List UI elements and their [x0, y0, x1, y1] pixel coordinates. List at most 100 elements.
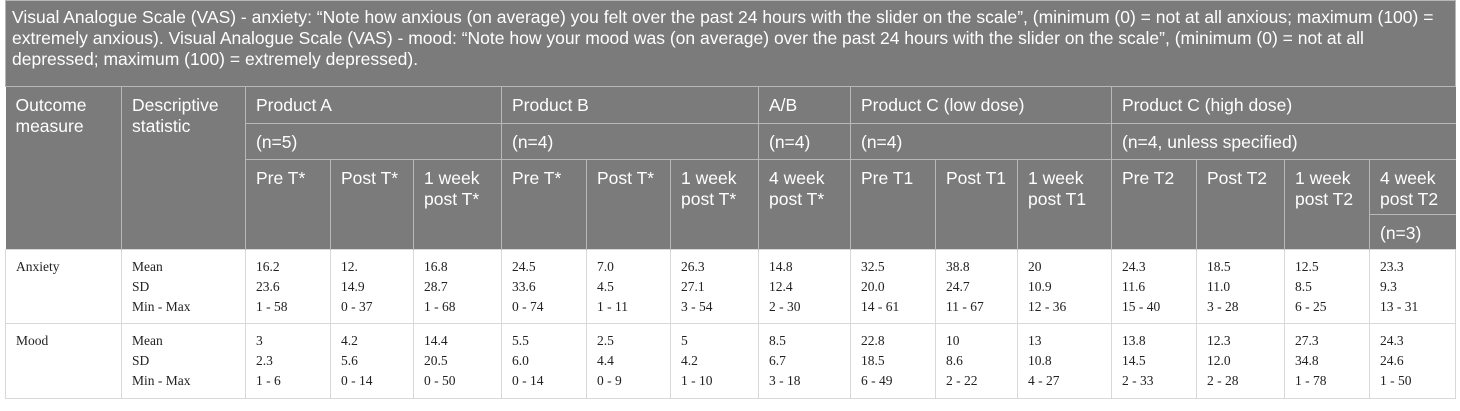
- sd-value: 6.7: [769, 353, 786, 368]
- range-value: 2 - 33: [1122, 373, 1154, 388]
- data-cell: 24.3 24.6 1 - 50: [1368, 323, 1457, 399]
- data-cell: 7.0 4.5 1 - 11: [586, 249, 671, 324]
- mean-value: 8.5: [769, 333, 786, 348]
- sd-value: 4.2: [681, 353, 698, 368]
- header-timepoint: 1 week post T*: [413, 159, 502, 250]
- header-group-product-c-high: Product C (high dose): [1110, 86, 1456, 124]
- sd-value: 28.7: [424, 279, 448, 294]
- mean-value: 3: [256, 333, 263, 348]
- header-timepoint: Pre T*: [245, 159, 331, 250]
- data-cell: 4.2 5.6 0 - 14: [330, 323, 414, 399]
- header-timepoint: Post T*: [330, 159, 414, 250]
- range-value: 6 - 49: [861, 373, 893, 388]
- range-value: 6 - 25: [1295, 299, 1327, 314]
- range-value: 1 - 50: [1380, 373, 1412, 388]
- stat-label-sd: SD: [132, 353, 150, 368]
- mean-value: 27.3: [1295, 333, 1319, 348]
- data-cell: 12.3 12.0 2 - 28: [1196, 323, 1285, 399]
- data-cell: 24.3 11.6 15 - 40: [1111, 249, 1197, 324]
- header-last-col-note: (n=3): [1368, 214, 1456, 250]
- sd-value: 4.4: [597, 353, 614, 368]
- sd-value: 2.3: [256, 353, 273, 368]
- header-descriptive-statistic: Descriptive statistic: [121, 86, 246, 250]
- data-cell: 18.5 11.0 3 - 28: [1196, 249, 1285, 324]
- mean-value: 23.3: [1380, 259, 1404, 274]
- range-value: 0 - 14: [341, 373, 373, 388]
- stat-label-mean: Mean: [132, 333, 163, 348]
- range-value: 15 - 40: [1122, 299, 1161, 314]
- data-cell: 13 10.8 4 - 27: [1017, 323, 1112, 399]
- table-caption: Visual Analogue Scale (VAS) - anxiety: “…: [4, 0, 1457, 87]
- sd-value: 18.5: [861, 353, 885, 368]
- header-group-product-b: Product B: [501, 86, 759, 124]
- range-value: 2 - 28: [1207, 373, 1239, 388]
- stat-label-sd: SD: [132, 279, 150, 294]
- range-value: 1 - 6: [256, 373, 281, 388]
- sd-value: 12.4: [769, 279, 793, 294]
- header-group-product-a: Product A: [245, 86, 502, 124]
- data-cell: 3 2.3 1 - 6: [245, 323, 331, 399]
- table-row-anxiety: Anxiety Mean SD Min - Max 16.2 23.6 1 - 58…: [5, 249, 1457, 324]
- range-value: 3 - 28: [1207, 299, 1239, 314]
- header-group-a-b: A/B: [758, 86, 851, 124]
- data-cell: 24.5 33.6 0 - 74: [501, 249, 587, 324]
- data-cell: 12.5 8.5 6 - 25: [1284, 249, 1370, 324]
- stat-label-mean: Mean: [132, 259, 163, 274]
- data-cell: 12. 14.9 0 - 37: [330, 249, 414, 324]
- mean-value: 14.8: [769, 259, 793, 274]
- data-cell: 38.8 24.7 11 - 67: [935, 249, 1018, 324]
- sd-value: 14.5: [1122, 353, 1146, 368]
- data-cell: 8.5 6.7 3 - 18: [758, 323, 851, 399]
- mean-value: 12.5: [1295, 259, 1319, 274]
- row-stat-labels: Mean SD Min - Max: [121, 323, 246, 399]
- results-table: Visual Analogue Scale (VAS) - anxiety: “…: [4, 0, 1457, 399]
- sd-value: 24.6: [1380, 353, 1404, 368]
- sd-value: 20.0: [861, 279, 885, 294]
- range-value: 3 - 54: [681, 299, 713, 314]
- header-timepoint: Post T2: [1196, 159, 1285, 250]
- header-group-product-c-low: Product C (low dose): [850, 86, 1112, 124]
- mean-value: 38.8: [946, 259, 970, 274]
- range-value: 0 - 37: [341, 299, 373, 314]
- data-cell: 23.3 9.3 13 - 31: [1368, 249, 1457, 324]
- sd-value: 12.0: [1207, 353, 1231, 368]
- mean-value: 24.3: [1122, 259, 1146, 274]
- range-value: 0 - 74: [512, 299, 544, 314]
- data-cell: 16.2 23.6 1 - 58: [245, 249, 331, 324]
- sd-value: 24.7: [946, 279, 970, 294]
- sd-value: 8.6: [946, 353, 963, 368]
- sd-value: 33.6: [512, 279, 536, 294]
- mean-value: 32.5: [861, 259, 885, 274]
- header-timepoint: Post T*: [586, 159, 671, 250]
- header-timepoint: 1 week post T2: [1284, 159, 1370, 250]
- sd-value: 34.8: [1295, 353, 1319, 368]
- header-timepoint: Post T1: [935, 159, 1018, 250]
- mean-value: 12.3: [1207, 333, 1231, 348]
- header-timepoint: 1 week post T1: [1017, 159, 1112, 250]
- mean-value: 13: [1028, 333, 1042, 348]
- sd-value: 8.5: [1295, 279, 1312, 294]
- data-cell: 5 4.2 1 - 10: [670, 323, 759, 399]
- header-timepoint: Pre T2: [1111, 159, 1197, 250]
- range-value: 4 - 27: [1028, 373, 1060, 388]
- mean-value: 20: [1028, 259, 1042, 274]
- mean-value: 10: [946, 333, 960, 348]
- row-measure-label: Anxiety: [5, 249, 122, 324]
- header-outcome-measure: Outcome measure: [5, 86, 122, 250]
- mean-value: 16.2: [256, 259, 280, 274]
- mean-value: 4.2: [341, 333, 358, 348]
- header-n-product-b: (n=4): [501, 123, 759, 160]
- sd-value: 10.8: [1028, 353, 1052, 368]
- range-value: 1 - 11: [597, 299, 628, 314]
- stat-label-min-max: Min - Max: [132, 299, 191, 314]
- sd-value: 14.9: [341, 279, 365, 294]
- mean-value: 24.3: [1380, 333, 1404, 348]
- mean-value: 16.8: [424, 259, 448, 274]
- sd-value: 5.6: [341, 353, 358, 368]
- mean-value: 22.8: [861, 333, 885, 348]
- row-stat-labels: Mean SD Min - Max: [121, 249, 246, 324]
- mean-value: 14.4: [424, 333, 448, 348]
- sd-value: 27.1: [681, 279, 705, 294]
- data-cell: 32.5 20.0 14 - 61: [850, 249, 936, 324]
- header-timepoint: 4 week post T*: [758, 159, 851, 250]
